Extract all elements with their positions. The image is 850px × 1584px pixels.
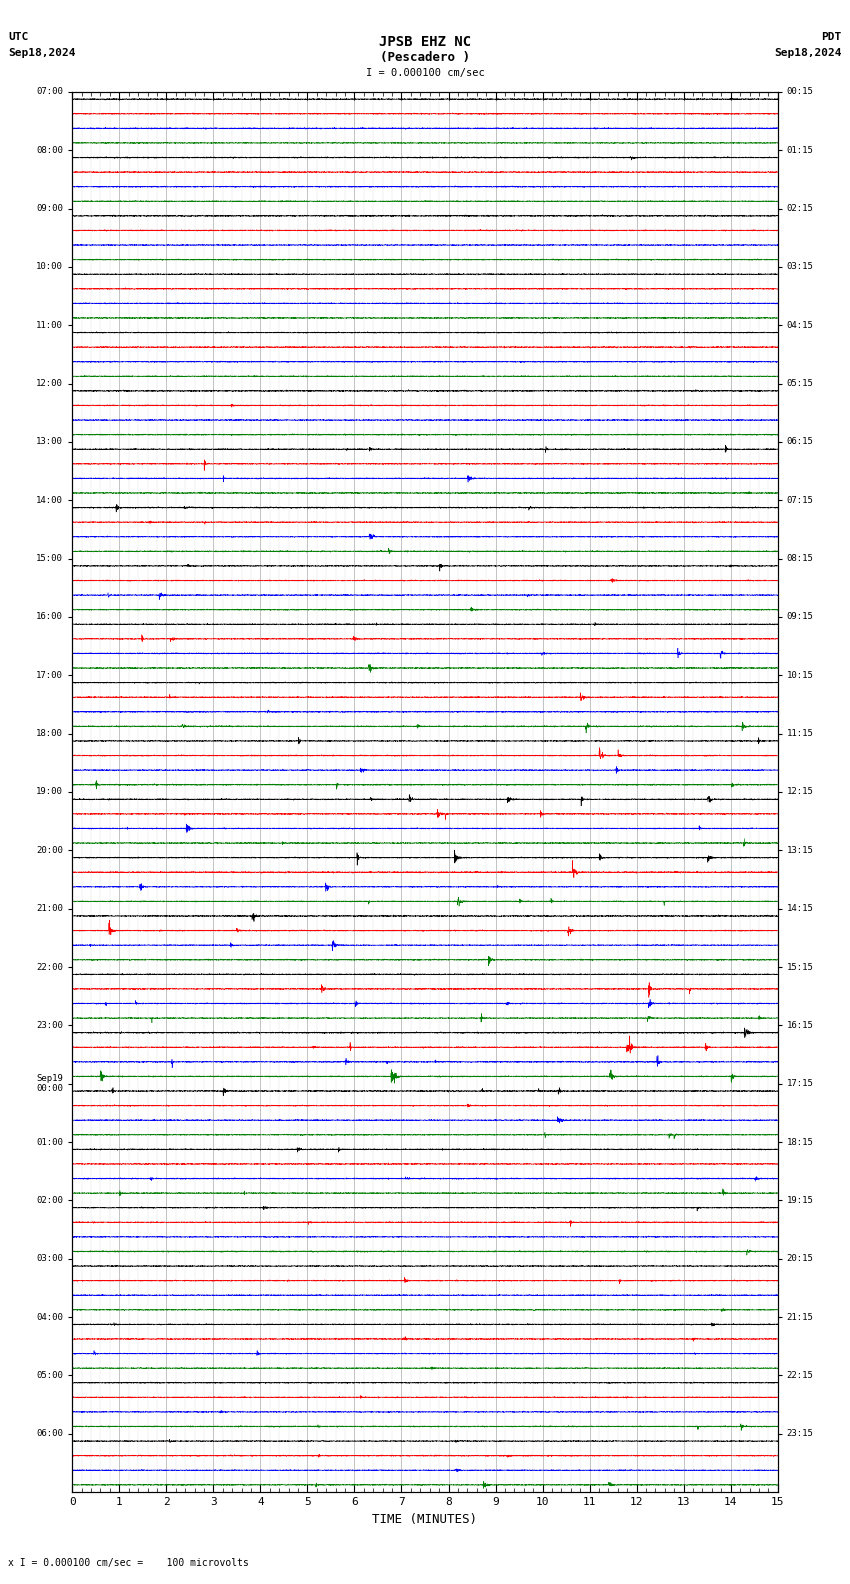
Text: JPSB EHZ NC: JPSB EHZ NC [379,35,471,49]
Text: PDT: PDT [821,32,842,41]
Text: Sep18,2024: Sep18,2024 [8,48,76,57]
Text: (Pescadero ): (Pescadero ) [380,51,470,63]
Text: x I = 0.000100 cm/sec =    100 microvolts: x I = 0.000100 cm/sec = 100 microvolts [8,1559,249,1568]
X-axis label: TIME (MINUTES): TIME (MINUTES) [372,1513,478,1525]
Text: I = 0.000100 cm/sec: I = 0.000100 cm/sec [366,68,484,78]
Text: Sep18,2024: Sep18,2024 [774,48,842,57]
Text: UTC: UTC [8,32,29,41]
